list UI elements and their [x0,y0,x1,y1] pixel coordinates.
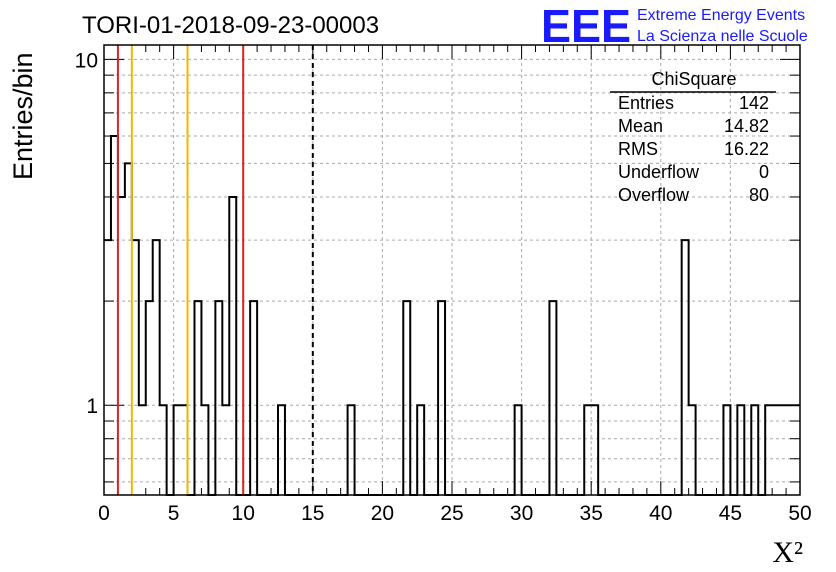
x-tick-label: 15 [301,502,324,525]
x-tick-label: 40 [649,502,672,525]
histogram-outline [104,135,800,496]
histogram-bar [194,301,201,495]
histogram-bar [132,240,139,495]
stats-label: Entries [618,93,674,113]
y-tick-labels: 1 10 [75,49,98,418]
stats-value: 80 [749,185,769,205]
stats-value: 14.82 [724,116,769,136]
histogram-bar [118,197,125,495]
stats-label: RMS [618,139,658,159]
eee-logo: EEE Extreme Energy Events La Scienza nel… [541,0,808,52]
histogram-bar [438,301,445,495]
stats-label: Underflow [618,162,700,182]
y-tick-label: 10 [75,49,98,72]
stats-box: ChiSquare Entries 142 Mean 14.82 RMS 16.22 Und… [610,69,776,205]
plot-frame [103,44,801,496]
chart-title: TORI-01-2018-09-23-00003 [82,12,379,39]
histogram-bar [250,301,257,495]
histogram-bar [125,163,132,495]
x-tick-label: 20 [371,502,394,525]
x-tick-label: 0 [98,502,110,525]
reference-lines [116,45,314,495]
stats-title: ChiSquare [651,69,736,89]
stats-value: 16.22 [724,139,769,159]
x-tick-label: 45 [719,502,742,525]
histogram-bar [229,197,236,495]
histogram-bar [682,240,689,495]
x-tick-label: 5 [168,502,180,525]
y-axis-label: Entries/bin [8,52,38,180]
stats-value: 0 [759,162,769,182]
stats-label: Overflow [618,185,690,205]
stats-value: 142 [739,93,769,113]
histogram-bar [111,136,118,495]
logo-line-1: Extreme Energy Events [637,7,805,24]
histogram-bar [104,240,111,495]
x-tick-labels: 0 5 10 15 20 25 30 35 40 45 50 [98,502,812,525]
histogram-bar [403,301,410,495]
histogram-bar [146,301,153,495]
histogram-bar [549,301,556,495]
logo-line-2: La Scienza nelle Scuole [637,28,808,45]
x-tick-label: 50 [788,502,811,525]
x-tick-label: 30 [510,502,533,525]
x-tick-label: 25 [440,502,463,525]
x-tick-label: 35 [580,502,603,525]
stats-label: Mean [618,116,663,136]
y-tick-label: 1 [86,395,98,418]
histogram-bar [215,301,222,495]
histogram-bar [153,240,160,495]
x-axis-label: X² [772,536,803,569]
x-tick-label: 10 [232,502,255,525]
logo-mark: EEE [541,0,631,52]
histogram-bars [104,135,800,496]
